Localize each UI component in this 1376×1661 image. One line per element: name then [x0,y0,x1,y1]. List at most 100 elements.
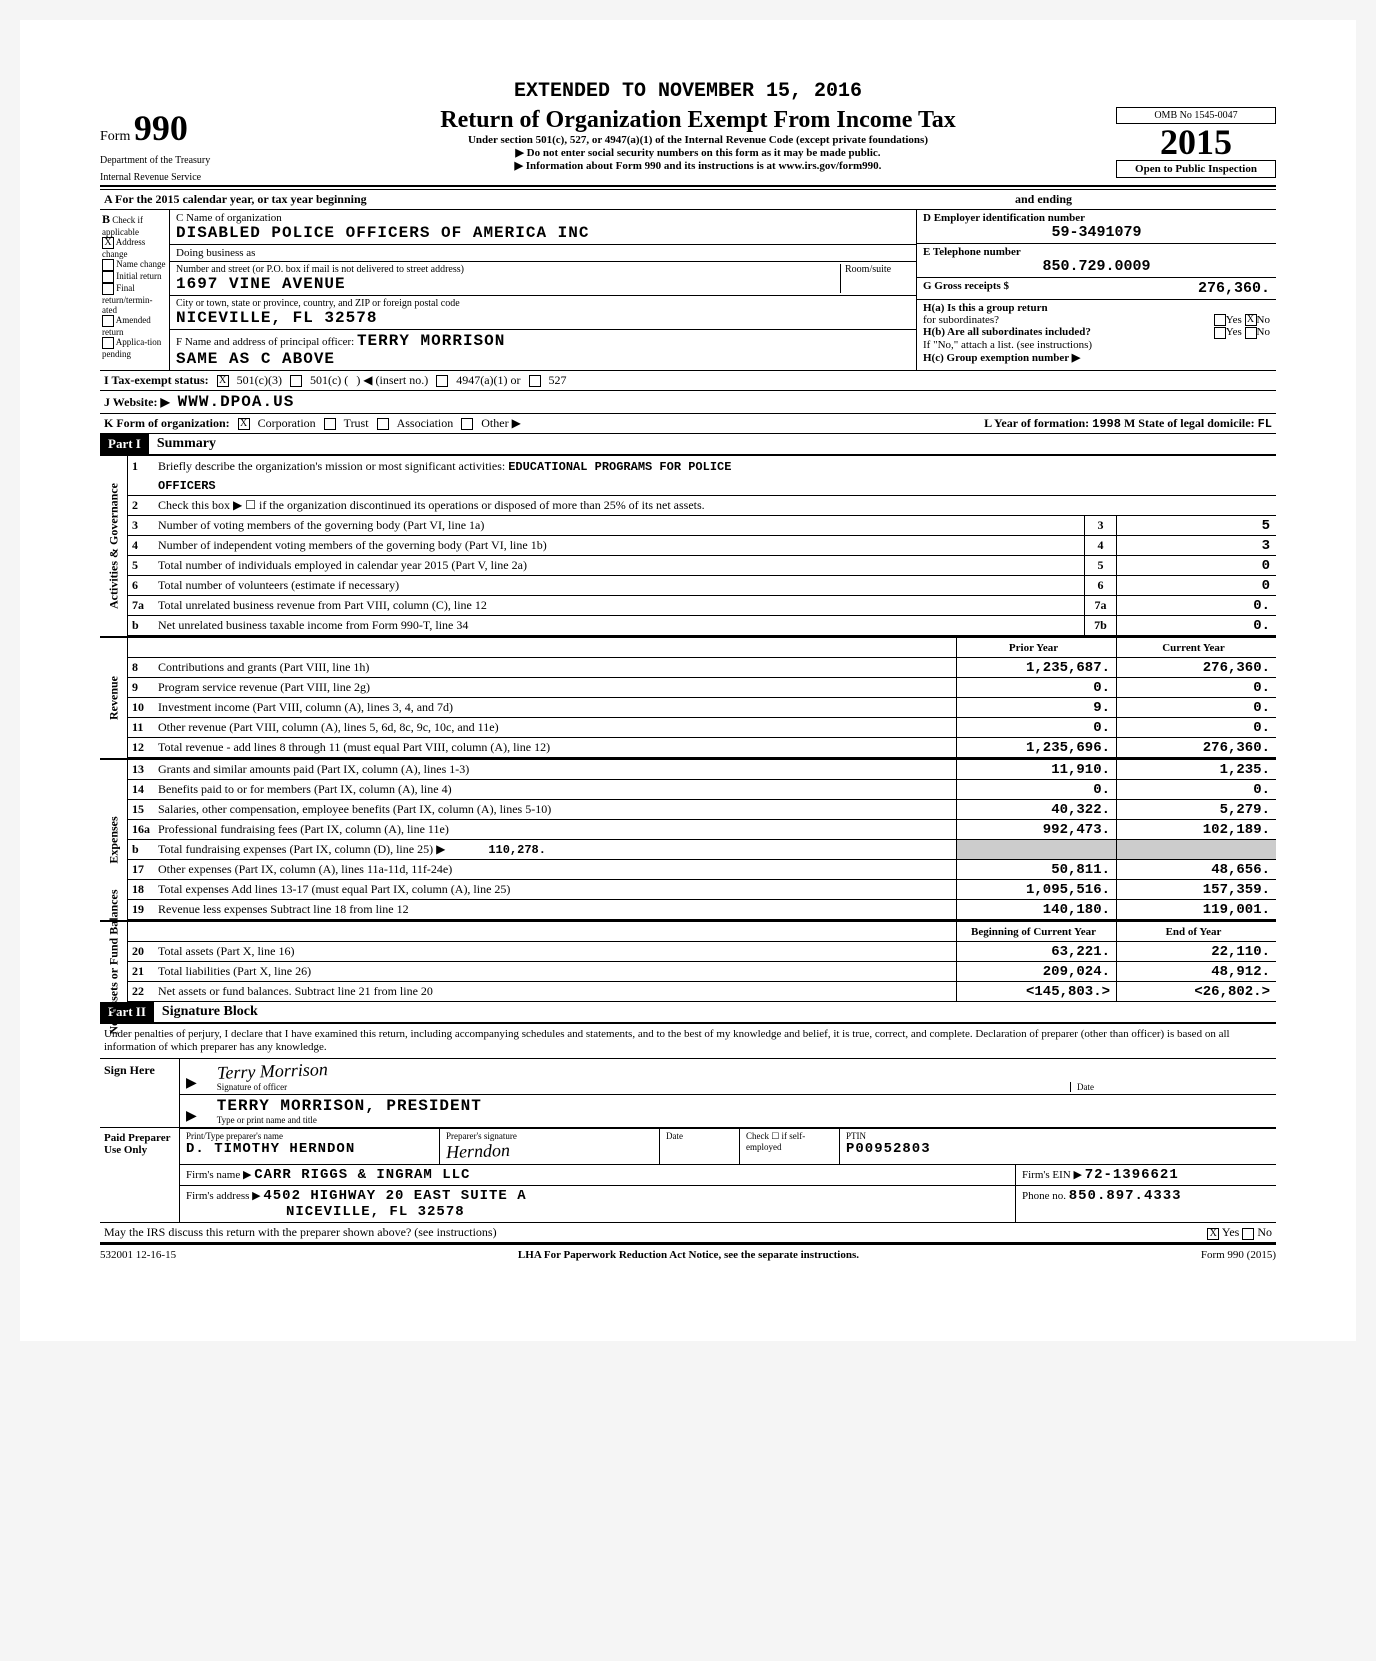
ha-no: No [1257,314,1270,326]
part2-title: Signature Block [154,1004,258,1020]
prep-date-label: Date [666,1131,733,1141]
officer-name: TERRY MORRISON [357,332,505,350]
firm-addr2: NICEVILLE, FL 32578 [186,1204,1009,1220]
firm-ein: 72-1396621 [1085,1167,1179,1183]
table-row: 22 Net assets or fund balances. Subtract… [128,982,1276,1002]
declaration-text: Under penalties of perjury, I declare th… [100,1024,1276,1058]
discuss-no: No [1257,1225,1272,1239]
chk-ha-yes [1214,314,1226,326]
prep-name-label: Print/Type preparer's name [186,1131,433,1141]
table-row: 17 Other expenses (Part IX, column (A), … [128,860,1276,880]
header-right: OMB No 1545-0047 2015 Open to Public Ins… [1116,107,1276,178]
paid-preparer-row: Paid Preparer Use Only Print/Type prepar… [100,1127,1276,1222]
corp-label: Corporation [258,416,316,431]
line1-desc: Briefly describe the organization's miss… [158,459,505,473]
trust-label: Trust [344,416,369,431]
form-title: Return of Organization Exempt From Incom… [290,107,1106,134]
table-row: 14 Benefits paid to or for members (Part… [128,780,1276,800]
col-b: B Check if applicable X Address change N… [100,210,170,370]
line1-num: 1 [128,459,154,474]
expenses-section: Expenses 13 Grants and similar amounts p… [100,758,1276,920]
name-label: Type or print name and title [217,1115,482,1125]
paid-label: Paid Preparer Use Only [100,1128,180,1222]
tax-year: 2015 [1116,124,1276,160]
chk-name-change [102,259,114,271]
dept-irs: Internal Revenue Service [100,172,280,183]
501c-insert: ) ◀ (insert no.) [356,373,428,388]
chk-initial-return [102,271,114,283]
chk-amended [102,315,114,327]
row-j: J Website: ▶ WWW.DPOA.US [100,391,1276,414]
addr-label: Number and street (or P.O. box if mail i… [176,264,840,275]
chk-501c [290,375,302,387]
table-row: 15 Salaries, other compensation, employe… [128,800,1276,820]
firm-addr-label: Firm's address ▶ [186,1190,261,1202]
table-row: 11 Other revenue (Part VIII, column (A),… [128,718,1276,738]
table-row: 19 Revenue less expenses Subtract line 1… [128,900,1276,920]
sign-arrow1: ▶ [186,1075,197,1092]
sign-here-row: Sign Here ▶ Terry Morrison Signature of … [100,1058,1276,1127]
lbl-initial-return: Initial return [116,271,161,281]
col-c: C Name of organization DISABLED POLICE O… [170,210,916,370]
prep-name: D. TIMOTHY HERNDON [186,1141,433,1157]
line2-desc: Check this box ▶ ☐ if the organization d… [154,496,1276,515]
form-number: 990 [134,108,188,148]
table-row: 9 Program service revenue (Part VIII, li… [128,678,1276,698]
table-row: 21 Total liabilities (Part X, line 26) 2… [128,962,1276,982]
527-label: 527 [549,373,567,388]
section-bcd: B Check if applicable X Address change N… [100,210,1276,371]
d-label: D Employer identification number [923,212,1270,224]
hb-note: If "No," attach a list. (see instruction… [923,339,1270,351]
check-self-employed: Check ☐ if self-employed [740,1129,840,1164]
hdr-beg-year: Beginning of Current Year [956,922,1116,941]
discuss-text: May the IRS discuss this return with the… [104,1225,497,1240]
hb-label: H(b) Are all subordinates included? [923,326,1091,338]
b-label: B [102,212,110,226]
chk-address-change: X [102,237,114,249]
hc-label: H(c) Group exemption number ▶ [923,352,1080,364]
firm-addr1: 4502 HIGHWAY 20 EAST SUITE A [263,1188,526,1204]
arrow-ssn: ▶ Do not enter social security numbers o… [290,146,1106,159]
c-label: C Name of organization [176,212,910,224]
year-formation: 1998 [1092,417,1121,431]
firm-name-label: Firm's name ▶ [186,1169,251,1181]
chk-hb-no [1245,327,1257,339]
hb-yes: Yes [1226,326,1242,338]
ptin: P00952803 [846,1141,1270,1157]
table-row: 8 Contributions and grants (Part VIII, l… [128,658,1276,678]
part2-header: Part II Signature Block [100,1002,1276,1024]
sign-here-label: Sign Here [100,1059,180,1127]
4947-label: 4947(a)(1) or [456,373,520,388]
chk-application [102,337,114,349]
date-label: Date [1077,1082,1270,1092]
hdr-end-year: End of Year [1116,922,1276,941]
table-row: 7a Total unrelated business revenue from… [128,596,1276,616]
table-row: 5 Total number of individuals employed i… [128,556,1276,576]
governance-vlabel: Activities & Governance [100,456,128,636]
col-d: D Employer identification number 59-3491… [916,210,1276,370]
officer-print-name: TERRY MORRISON, PRESIDENT [217,1097,482,1115]
chk-assoc [377,418,389,430]
firm-ein-label: Firm's EIN ▶ [1022,1169,1082,1181]
form-subtitle: Under section 501(c), 527, or 4947(a)(1)… [290,134,1106,146]
officer-addr: SAME AS C ABOVE [176,350,910,368]
row-a: A For the 2015 calendar year, or tax yea… [100,189,1276,210]
part1-title: Summary [149,436,216,452]
table-row: 18 Total expenses Add lines 13-17 (must … [128,880,1276,900]
prep-signature: Herndon [446,1140,511,1163]
dba-label: Doing business as [170,245,916,262]
org-name: DISABLED POLICE OFFICERS OF AMERICA INC [176,224,910,242]
discuss-yes: Yes [1222,1225,1239,1239]
room-label: Room/suite [840,264,910,293]
city: NICEVILLE, FL 32578 [176,309,910,327]
j-label: J Website: ▶ [104,395,170,410]
row-a-left: A For the 2015 calendar year, or tax yea… [104,192,367,206]
row-a-right: and ending [1015,192,1272,207]
footer-right: Form 990 (2015) [1201,1249,1276,1261]
discuss-row: May the IRS discuss this return with the… [100,1222,1276,1243]
firm-phone-label: Phone no. [1022,1190,1066,1202]
other-label: Other ▶ [481,416,521,431]
e-label: E Telephone number [923,246,1270,258]
ha-label: H(a) Is this a group return [923,302,1048,314]
line1-cont: OFFICERS [154,477,1276,495]
